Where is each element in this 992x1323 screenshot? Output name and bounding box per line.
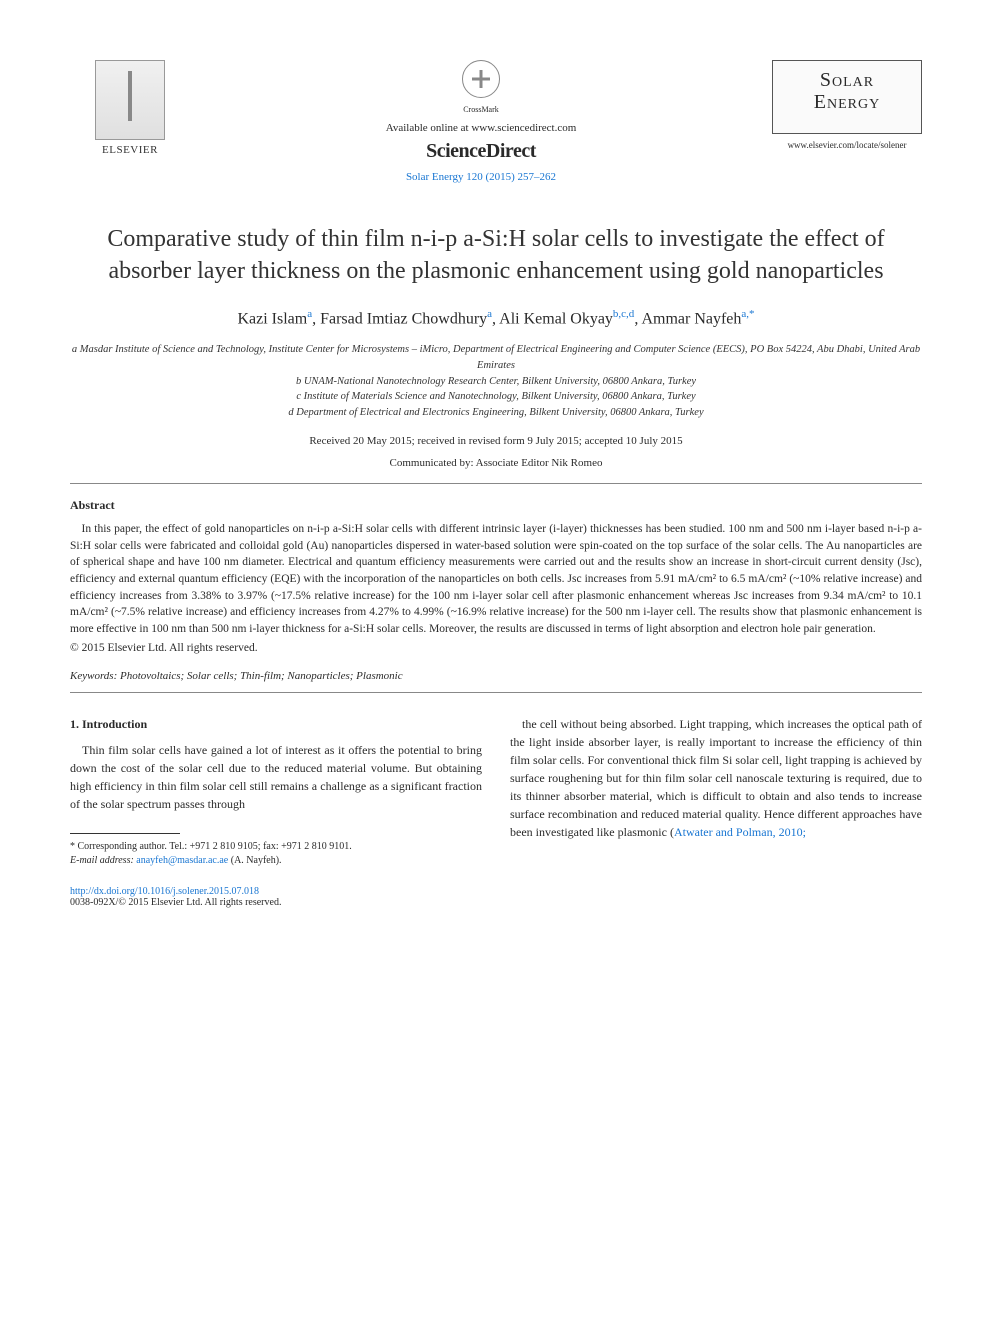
footnote-separator bbox=[70, 833, 180, 834]
author-2-affil: a bbox=[487, 308, 492, 320]
citation-atwater[interactable]: Atwater and Polman, 2010; bbox=[674, 825, 806, 839]
abstract-heading: Abstract bbox=[70, 498, 922, 513]
divider-top bbox=[70, 483, 922, 484]
authors: Kazi Islama, Farsad Imtiaz Chowdhurya, A… bbox=[70, 308, 922, 328]
author-2[interactable]: Farsad Imtiaz Chowdhury bbox=[320, 310, 487, 327]
corresponding-author-footnote: * Corresponding author. Tel.: +971 2 810… bbox=[70, 840, 482, 868]
article-title: Comparative study of thin film n-i-p a-S… bbox=[100, 223, 892, 288]
email-label: E-mail address: bbox=[70, 855, 136, 866]
available-online: Available online at www.sciencedirect.co… bbox=[190, 122, 772, 134]
author-1[interactable]: Kazi Islam bbox=[237, 310, 307, 327]
divider-bottom bbox=[70, 692, 922, 693]
article-dates: Received 20 May 2015; received in revise… bbox=[70, 435, 922, 447]
doi-block: http://dx.doi.org/10.1016/j.solener.2015… bbox=[70, 886, 922, 908]
author-4-affil: a,* bbox=[741, 308, 754, 320]
issn-copyright: 0038-092X/© 2015 Elsevier Ltd. All right… bbox=[70, 897, 922, 908]
author-4[interactable]: Ammar Nayfeh bbox=[641, 310, 741, 327]
header-center: CrossMark Available online at www.scienc… bbox=[190, 60, 772, 183]
journal-citation[interactable]: Solar Energy 120 (2015) 257–262 bbox=[190, 171, 772, 183]
keywords: Keywords: Photovoltaics; Solar cells; Th… bbox=[70, 670, 922, 682]
intro-paragraph-1-cont: the cell without being absorbed. Light t… bbox=[510, 715, 922, 841]
column-left: 1. Introduction Thin film solar cells ha… bbox=[70, 715, 482, 868]
journal-title-line2: Energy bbox=[777, 91, 917, 113]
elsevier-label: ELSEVIER bbox=[102, 144, 158, 156]
affiliation-d: d Department of Electrical and Electroni… bbox=[70, 405, 922, 421]
email-line: E-mail address: anayfeh@masdar.ac.ae (A.… bbox=[70, 854, 482, 868]
corresponding-line: * Corresponding author. Tel.: +971 2 810… bbox=[70, 840, 482, 854]
affiliation-b: b UNAM-National Nanotechnology Research … bbox=[70, 374, 922, 390]
author-3[interactable]: Ali Kemal Okyay bbox=[499, 310, 613, 327]
journal-title-line1: Solar bbox=[777, 69, 917, 91]
affiliations: a Masdar Institute of Science and Techno… bbox=[70, 342, 922, 421]
doi-link[interactable]: http://dx.doi.org/10.1016/j.solener.2015… bbox=[70, 886, 259, 897]
author-3-affil: b,c,d bbox=[613, 308, 634, 320]
corresponding-email[interactable]: anayfeh@masdar.ac.ae bbox=[136, 855, 228, 866]
affiliation-a: a Masdar Institute of Science and Techno… bbox=[70, 342, 922, 374]
publisher-block: ELSEVIER bbox=[70, 60, 190, 156]
abstract-body: In this paper, the effect of gold nanopa… bbox=[70, 521, 922, 638]
crossmark-icon[interactable] bbox=[462, 60, 500, 98]
crossmark-label: CrossMark bbox=[190, 105, 772, 114]
body-columns: 1. Introduction Thin film solar cells ha… bbox=[70, 715, 922, 868]
email-suffix: (A. Nayfeh). bbox=[228, 855, 281, 866]
intro-text-a: the cell without being absorbed. Light t… bbox=[510, 717, 922, 839]
affiliation-c: c Institute of Materials Science and Nan… bbox=[70, 389, 922, 405]
journal-cover: Solar Energy bbox=[772, 60, 922, 134]
journal-locate-url[interactable]: www.elsevier.com/locate/solener bbox=[772, 140, 922, 150]
communicated-by: Communicated by: Associate Editor Nik Ro… bbox=[70, 457, 922, 469]
sciencedirect-logo[interactable]: ScienceDirect bbox=[190, 140, 772, 163]
elsevier-logo bbox=[95, 60, 165, 140]
column-right: the cell without being absorbed. Light t… bbox=[510, 715, 922, 868]
author-1-affil: a bbox=[307, 308, 312, 320]
header: ELSEVIER CrossMark Available online at w… bbox=[70, 60, 922, 183]
section-1-heading: 1. Introduction bbox=[70, 715, 482, 733]
journal-block: Solar Energy www.elsevier.com/locate/sol… bbox=[772, 60, 922, 150]
intro-paragraph-1: Thin film solar cells have gained a lot … bbox=[70, 741, 482, 813]
abstract-copyright: © 2015 Elsevier Ltd. All rights reserved… bbox=[70, 642, 922, 654]
